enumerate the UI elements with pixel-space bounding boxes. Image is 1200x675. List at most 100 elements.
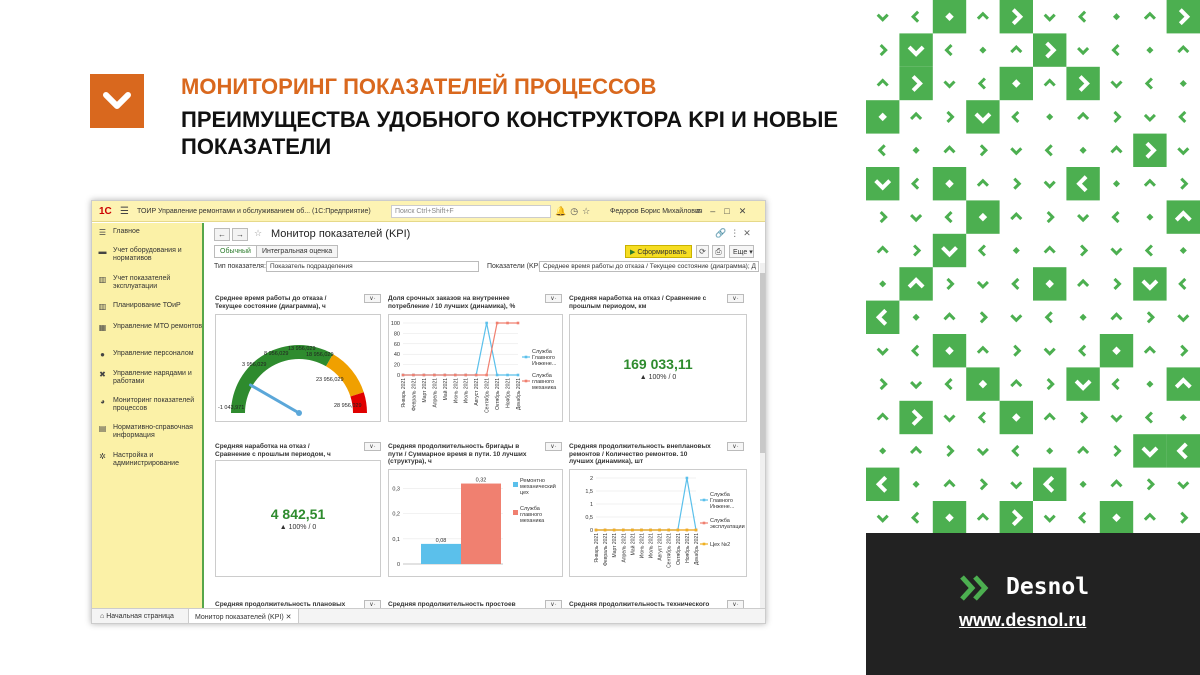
app-window: 1С ☰ ТОИР Управление ремонтами и обслужи… [91, 200, 766, 624]
data-point [401, 373, 405, 377]
scrollbar-thumb[interactable] [760, 273, 765, 453]
chevron-icon [976, 11, 989, 20]
chevron-icon [1080, 411, 1089, 424]
sidebar-item-main[interactable]: ☰ Главное [98, 228, 204, 237]
maximize-icon[interactable]: □ [724, 206, 739, 216]
user-name[interactable]: Федоров Борис Михайлович [610, 208, 703, 215]
x-tick-label: Февраль 2021 [411, 378, 417, 411]
close-icon[interactable]: ✕ [743, 228, 755, 238]
filter-kpi-input[interactable]: Среднее время работы до отказа / Текущее… [539, 261, 759, 272]
chevron-icon [910, 177, 920, 190]
chevron-icon [1043, 412, 1056, 421]
more-icon[interactable]: ⋮ [730, 228, 744, 238]
tab-home[interactable]: ⌂ Начальная страница [94, 609, 180, 623]
brand-url[interactable]: www.desnol.ru [959, 610, 1087, 630]
panel-menu-button[interactable]: ∨· [545, 442, 562, 451]
diamond-icon [1146, 46, 1154, 54]
value-panel-2: 4 842,51 ▲ 100% / 0 [215, 460, 381, 577]
filter-type-input[interactable]: Показатель подразделения [266, 261, 479, 272]
legend-label: Ремонтно механический цех [520, 478, 556, 496]
tab-integral[interactable]: Интегральная оценка [256, 246, 338, 257]
tab-normal[interactable]: Обычный [215, 246, 257, 257]
chevron-icon [910, 344, 920, 357]
refresh-icon[interactable]: ⟳ [696, 245, 709, 258]
tab-kpi-monitor[interactable]: Монитор показателей (KPI) ✕ [188, 609, 299, 623]
chevron-icon [943, 479, 956, 488]
diamond-icon [912, 146, 920, 154]
chevron-icon [875, 475, 888, 493]
sidebar-item-reference[interactable]: ▤ Нормативно-справочная информация [98, 424, 204, 440]
chevron-icon [944, 378, 953, 391]
legend-swatch [513, 510, 518, 515]
diamond-icon [1112, 13, 1121, 21]
gauge-panel: -1 043,971 3 956,029 8 956,029 13 956,029 18… [215, 314, 381, 422]
star-icon[interactable]: ☆ [582, 206, 595, 216]
legend-label: Служба Главного Инжене... [710, 492, 735, 510]
chevron-icon [1010, 378, 1023, 388]
x-tick-label: Октябрь 2021 [676, 533, 682, 565]
sidebar-item-planning[interactable]: ▥ Планирование ТОиР [98, 302, 204, 311]
search-input[interactable]: Поиск Ctrl+Shift+F [391, 205, 551, 218]
y-tick-label: 0 [397, 373, 400, 379]
chevron-icon [1177, 44, 1190, 54]
panel-title: Средняя продолжительность технического [569, 601, 710, 608]
panel-menu-button[interactable]: ∨· [545, 294, 562, 303]
history-icon[interactable]: ◷ [570, 206, 583, 216]
x-tick-label: Январь 2021 [594, 533, 600, 563]
chevron-icon [875, 308, 888, 326]
mode-switch[interactable]: Обычный Интегральная оценка [214, 245, 339, 258]
diamond-icon [1046, 447, 1054, 455]
sidebar-item-work-orders[interactable]: ✖ Управление нарядами и работами [98, 370, 204, 386]
chevron-icon [1178, 8, 1191, 26]
y-tick-label: 20 [394, 363, 400, 369]
sidebar-item-equipment[interactable]: ▬ Учет оборудования и нормативов [98, 247, 204, 263]
toolbar-icons[interactable]: 🔔◷☆ [555, 206, 594, 217]
star-icon[interactable]: ☆ [254, 228, 263, 238]
panel-menu-button[interactable]: ∨· [364, 442, 381, 451]
kpi-delta: ▲ 100% / 0 [279, 524, 317, 531]
scrollbar[interactable] [760, 263, 765, 608]
chevron-icon [1143, 345, 1156, 354]
sidebar-item-label: Планирование ТОиР [113, 302, 181, 309]
chevron-icon [1010, 147, 1023, 156]
menu-icon[interactable]: ☰ [120, 206, 129, 217]
sidebar-item-mto[interactable]: ▦ Управление МТО ремонтов [98, 323, 204, 332]
page-actions[interactable]: 🔗⋮✕ [715, 228, 755, 239]
back-button[interactable]: ← [214, 228, 230, 241]
chevron-icon [1043, 514, 1056, 523]
sidebar-item-settings[interactable]: ✲ Настройка и администрирование [98, 452, 204, 468]
more-button[interactable]: Еще ▾ [729, 245, 754, 258]
data-label: 0,08 [436, 538, 447, 544]
x-tick-label: Январь 2021 [401, 378, 407, 408]
close-icon[interactable]: ✕ [285, 614, 292, 621]
chevron-icon [1080, 244, 1089, 257]
bell-icon[interactable]: 🔔 [555, 206, 571, 216]
forward-button[interactable]: → [232, 228, 248, 241]
minimize-icon[interactable]: – [710, 206, 725, 216]
close-icon[interactable]: ✕ [738, 206, 756, 216]
sidebar-item-indicators[interactable]: ▥ Учет показателей эксплуатации [98, 275, 204, 291]
sidebar-item-personnel[interactable]: ● Управление персоналом [98, 350, 204, 359]
sidebar-item-monitoring[interactable]: ◕ Мониторинг показателей процессов [98, 397, 204, 413]
x-tick-label: Сентябрь 2021 [485, 378, 491, 413]
diamond-icon [1046, 113, 1054, 121]
pattern-block [1033, 33, 1067, 67]
chevron-icon [1043, 245, 1056, 254]
window-titlebar: 1С ☰ ТОИР Управление ремонтами и обслужи… [92, 201, 765, 222]
window-controls[interactable]: ≡–□✕ [696, 206, 755, 217]
panel-menu-button[interactable]: ∨· [727, 294, 744, 303]
main-content: ← → ☆ Монитор показателей (KPI) 🔗⋮✕ Обыч… [207, 223, 765, 609]
data-point [506, 373, 509, 377]
form-button[interactable]: ▶ Сформировать [625, 245, 692, 258]
settings-icon[interactable]: ≡ [696, 206, 711, 216]
panel-menu-button[interactable]: ∨· [727, 442, 744, 451]
panel-menu-button[interactable]: ∨· [364, 294, 381, 303]
sidebar-item-label: Нормативно-справочная информация [113, 424, 193, 439]
link-icon[interactable]: 🔗 [715, 228, 731, 238]
print-icon[interactable]: ⎙ [712, 245, 725, 258]
kpi-delta: ▲ 100% / 0 [639, 374, 677, 381]
chevron-icon [910, 214, 923, 223]
chevron-icon [1010, 44, 1023, 54]
chevron-icon [1113, 277, 1122, 290]
